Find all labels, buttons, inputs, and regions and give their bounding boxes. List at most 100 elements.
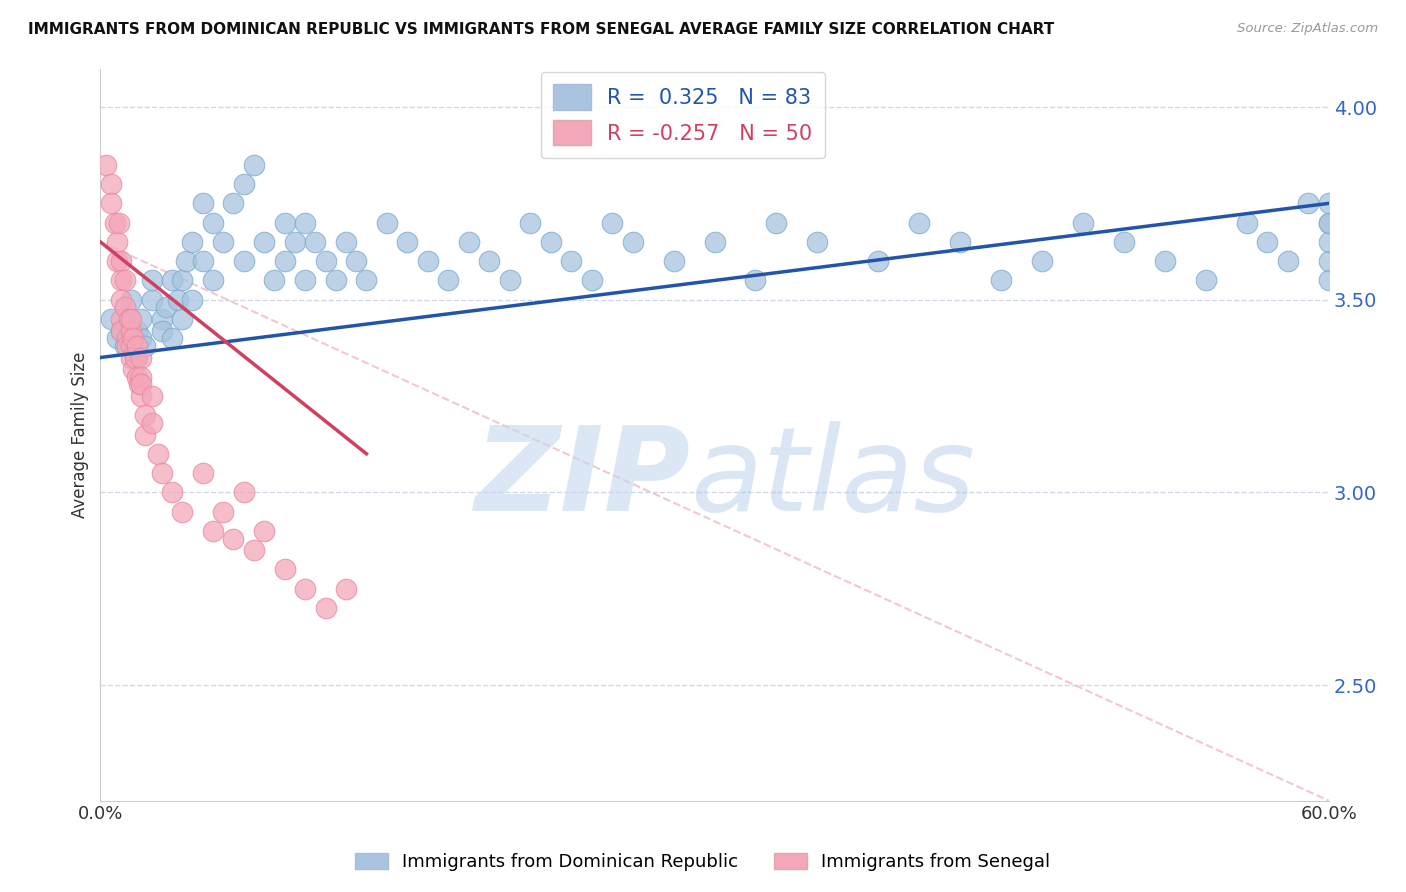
Point xyxy=(104,216,127,230)
Point xyxy=(457,235,479,249)
Point xyxy=(122,362,145,376)
Point xyxy=(315,254,337,268)
Point xyxy=(160,273,183,287)
Point xyxy=(115,339,138,353)
Point xyxy=(232,485,254,500)
Point xyxy=(222,196,245,211)
Point xyxy=(1071,216,1094,230)
Point xyxy=(375,216,398,230)
Point xyxy=(129,331,152,345)
Point xyxy=(253,524,276,538)
Point xyxy=(201,524,224,538)
Point xyxy=(191,254,214,268)
Point xyxy=(273,562,295,576)
Point xyxy=(263,273,285,287)
Point xyxy=(150,324,173,338)
Point xyxy=(127,324,149,338)
Point xyxy=(356,273,378,287)
Point xyxy=(129,369,152,384)
Point xyxy=(416,254,439,268)
Point xyxy=(100,177,122,191)
Point xyxy=(294,582,316,596)
Point xyxy=(181,293,204,307)
Point xyxy=(96,158,118,172)
Point xyxy=(212,505,235,519)
Point xyxy=(294,216,316,230)
Point xyxy=(146,447,169,461)
Point xyxy=(243,543,266,558)
Point xyxy=(201,216,224,230)
Point xyxy=(519,216,541,230)
Point xyxy=(1195,273,1218,287)
Point xyxy=(105,235,128,249)
Point xyxy=(212,235,235,249)
Point xyxy=(160,485,183,500)
Point xyxy=(100,312,122,326)
Point xyxy=(1236,216,1258,230)
Point xyxy=(127,369,149,384)
Point xyxy=(141,389,163,403)
Point xyxy=(120,293,142,307)
Point xyxy=(114,273,136,287)
Point xyxy=(765,216,787,230)
Point xyxy=(201,273,224,287)
Point xyxy=(155,301,177,315)
Point xyxy=(949,235,972,249)
Point xyxy=(127,339,149,353)
Point xyxy=(114,339,136,353)
Point xyxy=(1317,216,1340,230)
Point xyxy=(141,416,163,430)
Point xyxy=(1112,235,1135,249)
Point xyxy=(232,177,254,191)
Point xyxy=(128,377,150,392)
Point xyxy=(129,389,152,403)
Point xyxy=(1296,196,1319,211)
Point xyxy=(396,235,419,249)
Point xyxy=(150,312,173,326)
Point xyxy=(167,293,190,307)
Point xyxy=(120,331,142,345)
Point xyxy=(134,409,156,423)
Point xyxy=(150,466,173,480)
Point xyxy=(1256,235,1278,249)
Point xyxy=(1317,216,1340,230)
Point xyxy=(129,351,152,365)
Point xyxy=(990,273,1012,287)
Point xyxy=(304,235,326,249)
Text: IMMIGRANTS FROM DOMINICAN REPUBLIC VS IMMIGRANTS FROM SENEGAL AVERAGE FAMILY SIZ: IMMIGRANTS FROM DOMINICAN REPUBLIC VS IM… xyxy=(28,22,1054,37)
Point xyxy=(325,273,347,287)
Point xyxy=(703,235,725,249)
Point xyxy=(499,273,522,287)
Point xyxy=(110,324,132,338)
Point xyxy=(172,505,194,519)
Point xyxy=(478,254,501,268)
Point xyxy=(437,273,460,287)
Point xyxy=(114,301,136,315)
Point xyxy=(160,331,183,345)
Point xyxy=(129,312,152,326)
Point xyxy=(110,312,132,326)
Text: ZIP: ZIP xyxy=(474,421,690,536)
Point xyxy=(172,312,194,326)
Point xyxy=(141,273,163,287)
Point xyxy=(581,273,603,287)
Legend: R =  0.325   N = 83, R = -0.257   N = 50: R = 0.325 N = 83, R = -0.257 N = 50 xyxy=(541,71,825,158)
Point xyxy=(335,235,357,249)
Point xyxy=(294,273,316,287)
Point xyxy=(232,254,254,268)
Point xyxy=(141,293,163,307)
Legend: Immigrants from Dominican Republic, Immigrants from Senegal: Immigrants from Dominican Republic, Immi… xyxy=(349,846,1057,879)
Point xyxy=(118,312,141,326)
Point xyxy=(110,324,132,338)
Point xyxy=(191,466,214,480)
Point xyxy=(273,216,295,230)
Point xyxy=(120,351,142,365)
Point xyxy=(172,273,194,287)
Point xyxy=(243,158,266,172)
Point xyxy=(134,427,156,442)
Point xyxy=(120,312,142,326)
Point xyxy=(1317,273,1340,287)
Point xyxy=(1277,254,1299,268)
Point xyxy=(120,339,142,353)
Point xyxy=(127,351,149,365)
